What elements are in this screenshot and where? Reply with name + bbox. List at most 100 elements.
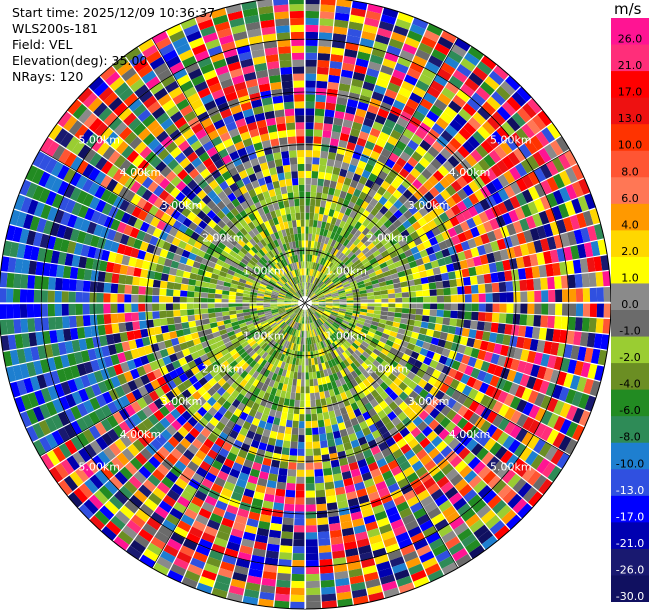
gate-cell xyxy=(397,252,407,261)
gate-cell xyxy=(440,445,453,458)
gate-cell xyxy=(309,292,315,298)
gate-cell xyxy=(308,316,312,324)
gate-cell xyxy=(159,201,170,213)
gate-cell xyxy=(250,291,258,296)
gate-cell xyxy=(281,447,290,456)
gate-cell xyxy=(406,225,416,235)
gate-cell xyxy=(265,54,279,63)
gate-cell xyxy=(209,256,219,264)
gate-cell xyxy=(148,456,161,469)
gate-cell xyxy=(265,337,273,345)
gate-cell xyxy=(352,445,363,455)
gate-cell xyxy=(360,303,368,306)
gate-cell xyxy=(272,311,279,316)
gate-cell xyxy=(311,164,319,172)
gate-cell xyxy=(505,313,514,324)
gate-cell xyxy=(73,487,88,504)
gate-cell xyxy=(231,134,242,145)
gate-cell xyxy=(342,342,350,350)
gate-cell xyxy=(227,61,242,72)
gate-cell xyxy=(295,343,299,352)
gate-cell xyxy=(310,269,314,277)
gate-cell xyxy=(364,433,375,443)
gate-cell xyxy=(195,514,209,526)
gate-cell xyxy=(555,303,563,316)
gate-cell xyxy=(279,552,292,560)
gate-cell xyxy=(28,332,38,347)
gate-cell xyxy=(147,402,159,414)
gate-cell xyxy=(130,181,142,194)
gate-cell xyxy=(221,382,231,391)
gate-cell xyxy=(311,298,319,301)
gate-cell xyxy=(470,247,480,258)
gate-cell xyxy=(432,170,444,182)
gate-cell xyxy=(89,303,97,315)
gate-cell xyxy=(512,220,523,234)
gate-cell xyxy=(480,394,491,407)
gate-cell xyxy=(105,261,115,273)
gate-cell xyxy=(440,393,451,405)
gate-cell xyxy=(372,317,380,323)
gate-cell xyxy=(150,536,166,550)
gate-cell xyxy=(256,365,264,373)
gate-cell xyxy=(331,173,339,182)
gate-cell xyxy=(27,199,39,215)
gate-cell xyxy=(162,355,172,366)
gate-cell xyxy=(457,503,472,517)
gate-cell xyxy=(373,229,383,238)
gate-cell xyxy=(475,144,489,158)
gate-cell xyxy=(579,332,589,347)
gate-cell xyxy=(94,408,107,422)
gate-cell xyxy=(299,191,305,199)
gate-cell xyxy=(456,176,468,188)
gate-cell xyxy=(305,483,315,491)
gate-cell xyxy=(296,269,300,277)
gate-cell xyxy=(332,276,339,283)
gate-cell xyxy=(412,416,423,427)
gate-cell xyxy=(114,342,124,354)
gate-cell xyxy=(462,140,475,154)
gate-cell xyxy=(403,550,419,563)
gate-cell xyxy=(32,406,45,422)
gate-cell xyxy=(382,470,394,481)
gate-cell xyxy=(256,327,265,334)
gate-cell xyxy=(297,254,301,262)
gate-cell xyxy=(375,344,384,352)
gate-cell xyxy=(204,271,213,278)
gate-cell xyxy=(288,311,295,317)
gate-cell xyxy=(296,219,301,227)
gate-cell xyxy=(318,384,324,393)
gate-cell xyxy=(536,366,547,380)
gate-cell xyxy=(49,330,58,344)
gate-cell xyxy=(326,367,333,376)
gate-cell xyxy=(385,421,395,431)
gate-cell xyxy=(166,453,179,466)
gate-cell xyxy=(300,393,305,401)
gate-cell xyxy=(212,506,226,518)
gate-cell xyxy=(336,234,343,243)
gate-cell xyxy=(240,58,254,68)
gate-cell xyxy=(466,258,475,268)
gate-cell xyxy=(441,562,458,576)
gate-cell xyxy=(178,357,188,367)
gate-cell xyxy=(156,112,170,125)
gate-cell xyxy=(457,344,467,354)
gate-cell xyxy=(394,173,406,184)
gate-cell xyxy=(229,182,239,193)
gate-cell xyxy=(345,327,354,334)
gate-cell xyxy=(291,301,299,303)
gate-cell xyxy=(177,169,189,181)
gate-cell xyxy=(348,432,358,442)
gate-cell xyxy=(586,332,596,348)
gate-cell xyxy=(463,489,478,503)
gate-cell xyxy=(119,434,132,448)
gate-cell xyxy=(270,299,278,302)
gate-cell xyxy=(182,328,191,336)
gate-cell xyxy=(356,241,364,249)
gate-cell xyxy=(356,251,365,259)
gate-cell xyxy=(361,30,376,41)
gate-cell xyxy=(152,318,161,327)
gate-cell xyxy=(338,139,348,149)
gate-cell xyxy=(361,471,373,482)
gate-cell xyxy=(138,89,153,103)
